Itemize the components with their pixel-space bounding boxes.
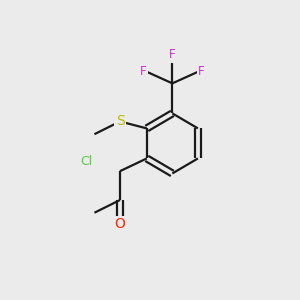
Text: O: O xyxy=(115,217,125,231)
Text: F: F xyxy=(198,65,205,78)
Text: F: F xyxy=(169,48,176,62)
Text: Cl: Cl xyxy=(80,155,92,168)
Text: F: F xyxy=(140,65,147,78)
Text: S: S xyxy=(116,115,124,128)
